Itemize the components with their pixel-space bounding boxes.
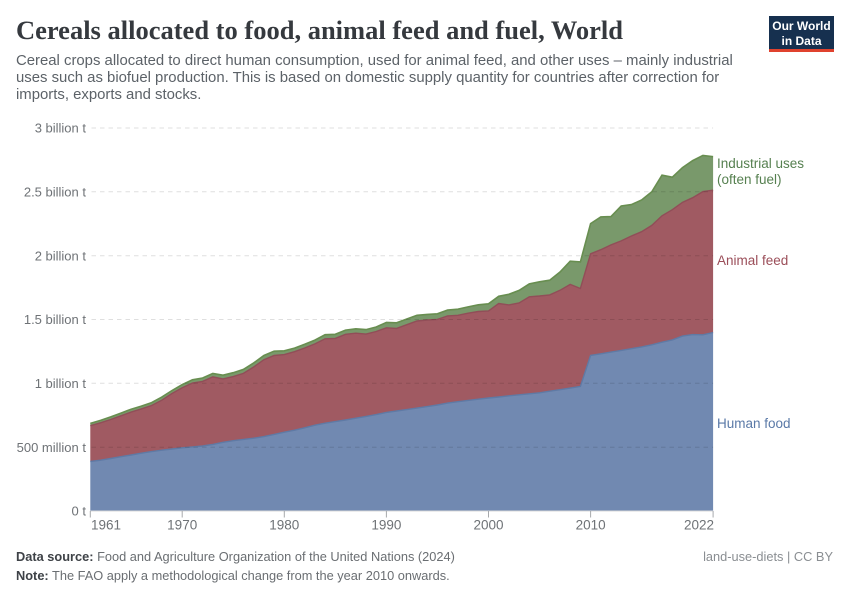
svg-text:1970: 1970 [167, 518, 197, 533]
svg-text:2 billion t: 2 billion t [35, 248, 87, 263]
svg-text:1990: 1990 [371, 518, 401, 533]
svg-text:1 billion t: 1 billion t [35, 376, 87, 391]
svg-text:2022: 2022 [684, 518, 714, 533]
svg-text:1980: 1980 [269, 518, 299, 533]
svg-text:2010: 2010 [576, 518, 606, 533]
svg-text:500 million t: 500 million t [17, 440, 87, 455]
svg-text:3 billion t: 3 billion t [35, 121, 87, 136]
svg-text:2000: 2000 [473, 518, 503, 533]
svg-text:0 t: 0 t [72, 504, 87, 519]
svg-text:2.5 billion t: 2.5 billion t [24, 184, 87, 199]
svg-text:1.5 billion t: 1.5 billion t [24, 312, 87, 327]
svg-text:1961: 1961 [91, 518, 121, 533]
